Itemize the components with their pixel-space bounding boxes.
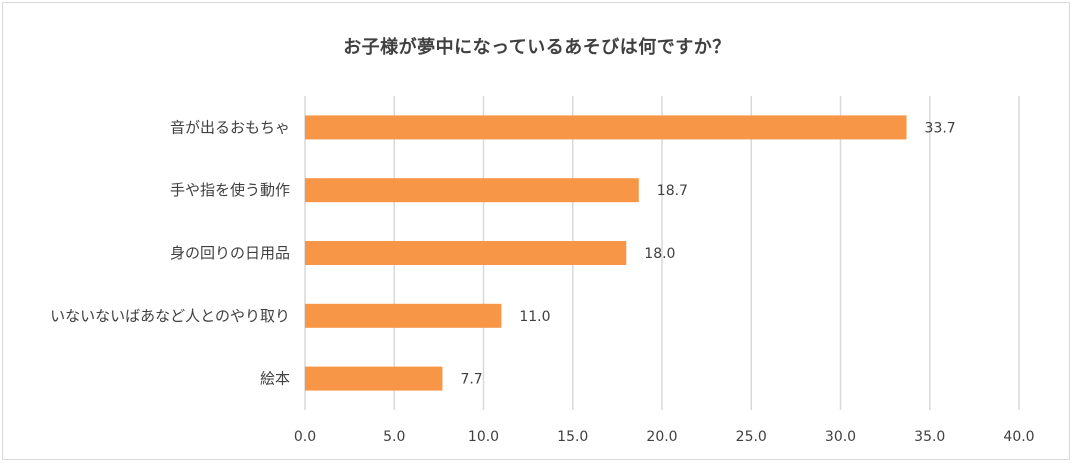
category-label: 音が出るおもちゃ xyxy=(170,118,290,136)
x-tick-label: 25.0 xyxy=(736,429,767,445)
x-tick-label: 20.0 xyxy=(646,429,677,445)
x-tick-label: 15.0 xyxy=(557,429,588,445)
category-label: 手や指を使う動作 xyxy=(170,181,290,199)
category-label: 身の回りの日用品 xyxy=(170,244,290,262)
bar xyxy=(305,366,443,391)
bars xyxy=(305,115,907,391)
data-label: 18.7 xyxy=(657,183,688,199)
x-tick-label: 30.0 xyxy=(825,429,856,445)
category-labels: 音が出るおもちゃ手や指を使う動作身の回りの日用品いないないばあなど人とのやり取り… xyxy=(50,118,290,387)
x-tick-label: 5.0 xyxy=(383,429,405,445)
category-label: いないないばあなど人とのやり取り xyxy=(50,307,290,325)
x-tick-label: 35.0 xyxy=(914,429,945,445)
data-labels: 33.7 18.7 18.0 11.0 7.7 xyxy=(460,120,955,387)
bar xyxy=(305,241,627,265)
bar xyxy=(305,178,639,203)
data-label: 11.0 xyxy=(519,309,550,325)
data-label: 18.0 xyxy=(644,246,675,262)
x-tick-labels: 0.0 5.0 10.0 15.0 20.0 25.0 30.0 35.0 40.0 xyxy=(294,429,1035,445)
chart-title: お子様が夢中になっているあそびは何ですか？ xyxy=(343,37,731,58)
data-label: 7.7 xyxy=(460,372,482,388)
category-label: 絵本 xyxy=(260,370,290,388)
bar xyxy=(305,115,907,140)
x-tick-label: 10.0 xyxy=(468,429,499,445)
bar xyxy=(305,303,502,328)
x-tick-label: 0.0 xyxy=(294,429,316,445)
x-tick-label: 40.0 xyxy=(1003,429,1034,445)
data-label: 33.7 xyxy=(925,120,956,136)
